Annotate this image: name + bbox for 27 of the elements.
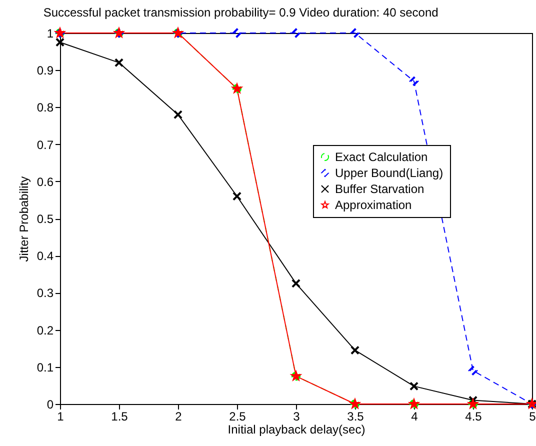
x-tick-label: 2.5 — [229, 410, 246, 424]
y-axis-title: Jitter Probability — [16, 176, 31, 262]
y-tick-label: 0.6 — [36, 174, 54, 189]
legend-label: Approximation — [335, 198, 412, 212]
y-tick-label: 0.2 — [36, 323, 54, 338]
y-tick-label: 0.5 — [36, 212, 54, 226]
y-tick-label: 0.3 — [36, 286, 54, 300]
y-tick-label: 0 — [46, 398, 54, 412]
x-tick-label: 4.5 — [465, 410, 482, 424]
x-tick-label: 3.5 — [347, 410, 364, 424]
y-tick-label: 0.1 — [36, 360, 54, 374]
legend-label: Exact Calculation — [335, 150, 428, 164]
x-tick-label: 3 — [293, 410, 300, 424]
y-tick-label: 0.4 — [36, 249, 54, 264]
x-tick-label: 1.5 — [111, 410, 128, 424]
x-tick-label: 2 — [175, 410, 182, 424]
legend-label: Buffer Starvation — [335, 182, 424, 196]
chart-title: Successful packet transmission probability= 0.9 Video duration: 40 second — [43, 5, 438, 20]
x-tick-label: 4 — [411, 410, 418, 424]
y-tick-label: 0.8 — [36, 100, 54, 115]
legend-label: Upper Bound(Liang) — [335, 166, 444, 180]
x-axis-title: Initial playback delay(sec) — [228, 422, 366, 436]
y-tick-label: 0.9 — [36, 64, 54, 78]
x-tick-label: 5 — [529, 410, 536, 424]
y-tick-label: 1 — [46, 26, 54, 40]
y-tick-label: 0.7 — [36, 138, 54, 152]
x-tick-label: 1 — [57, 410, 64, 424]
